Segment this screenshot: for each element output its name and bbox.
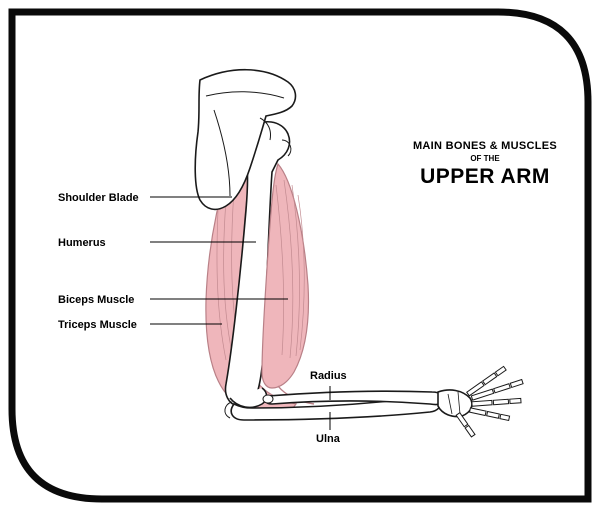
- diagram-svg: [0, 0, 600, 511]
- title-line2: OF THE: [400, 154, 570, 163]
- anatomy-illustration: [195, 70, 523, 437]
- label-ulna: Ulna: [316, 433, 340, 445]
- diagram-canvas: MAIN BONES & MUSCLES OF THE UPPER ARM Sh…: [0, 0, 600, 511]
- hand-bones-shape: [438, 366, 523, 437]
- label-radius: Radius: [310, 370, 347, 382]
- title-block: MAIN BONES & MUSCLES OF THE UPPER ARM: [400, 140, 570, 189]
- label-biceps-muscle: Biceps Muscle: [58, 294, 134, 306]
- label-triceps-muscle: Triceps Muscle: [58, 319, 137, 331]
- label-shoulder-blade: Shoulder Blade: [58, 192, 139, 204]
- title-line1: MAIN BONES & MUSCLES: [400, 140, 570, 152]
- label-humerus: Humerus: [58, 237, 106, 249]
- title-line3: UPPER ARM: [400, 165, 570, 189]
